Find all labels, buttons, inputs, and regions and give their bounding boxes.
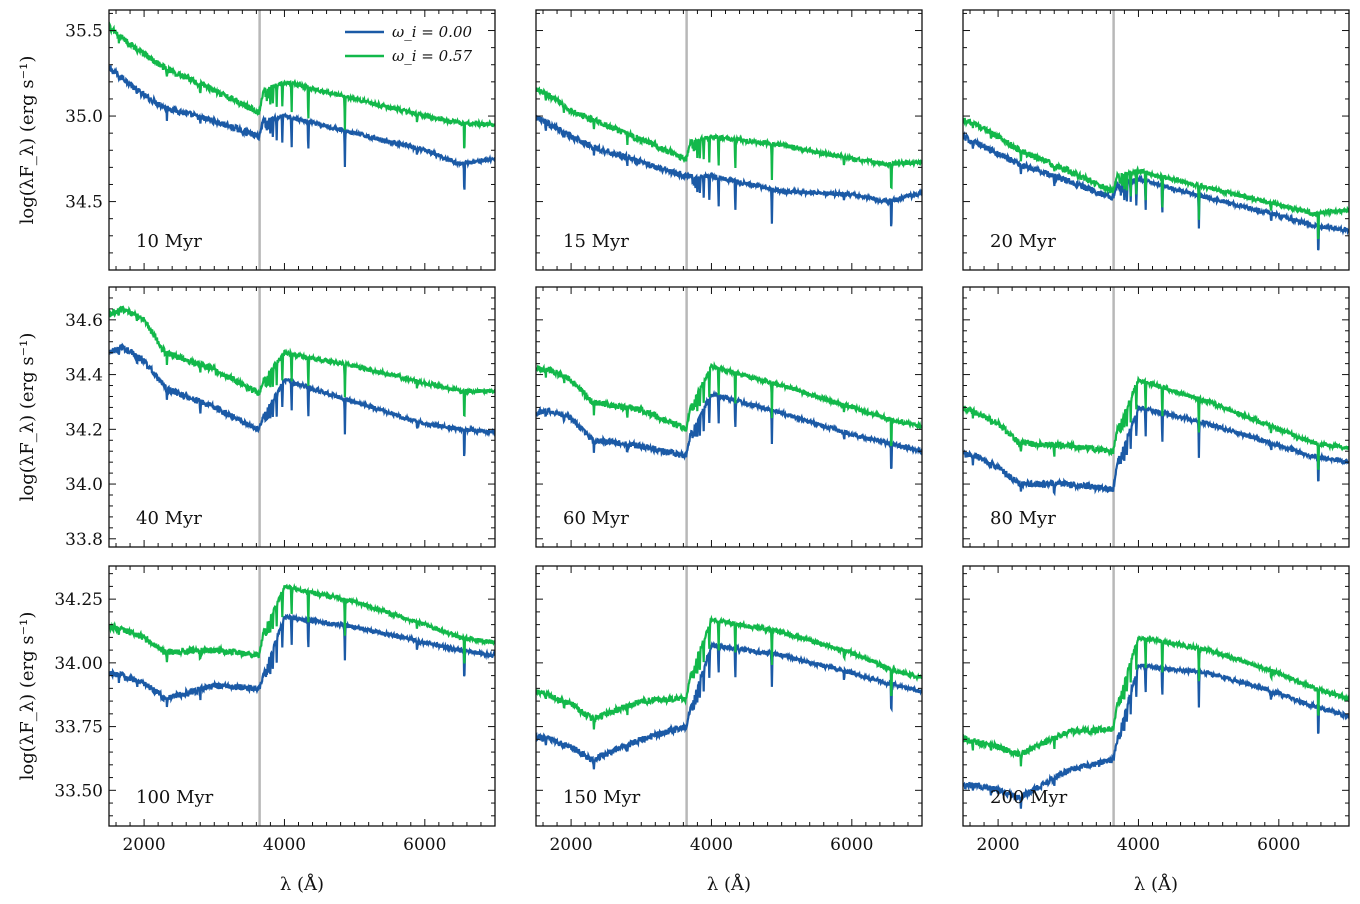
- panel-age-label: 150 Myr: [563, 787, 641, 808]
- x-tick-label: 2000: [976, 835, 1019, 855]
- y-tick-label: 33.8: [65, 530, 103, 550]
- series-line-omega-0-57: [963, 634, 1349, 767]
- y-tick-label: 34.2: [65, 420, 103, 440]
- x-tick-label: 6000: [1257, 835, 1300, 855]
- panel-15-myr: 15 Myr: [535, 9, 923, 271]
- x-tick-label: 2000: [122, 835, 165, 855]
- series-line-omega-0-57: [963, 375, 1349, 471]
- axes-frame: [108, 565, 496, 827]
- legend-entry: ω_i = 0.00: [392, 23, 472, 41]
- panel-10-myr: 34.5 35.0 35.5 log(λF_λ) (erg s⁻¹) 10 Myr: [17, 9, 496, 271]
- legend-entry: ω_i = 0.57: [392, 47, 472, 65]
- panel-age-label: 20 Myr: [990, 231, 1056, 252]
- series-line-omega-0-00: [536, 389, 922, 470]
- axes-frame: [962, 286, 1350, 548]
- panel-40-myr: 33.8 34.0 34.2 34.4 34.6 log(λF_λ) (erg s⁻¹) 4…: [17, 286, 496, 550]
- y-tick-label: 35.0: [65, 107, 103, 127]
- axes-frame: [962, 9, 1350, 271]
- y-tick-label: 34.4: [65, 366, 103, 386]
- legend: ω_i = 0.00 ω_i = 0.57: [345, 23, 472, 65]
- x-tick-label: 2000: [549, 835, 592, 855]
- panel-150-myr: 2000 4000 6000 λ (Å) 150 Myr: [535, 565, 923, 895]
- y-tick-label: 34.5: [65, 193, 103, 213]
- series-line-omega-0-00: [963, 662, 1349, 809]
- x-tick-label: 4000: [690, 835, 733, 855]
- x-tick-label: 6000: [403, 835, 446, 855]
- x-axis-label: λ (Å): [280, 873, 324, 895]
- series-line-omega-0-00: [109, 63, 495, 190]
- series-line-omega-0-57: [109, 305, 495, 418]
- panel-age-label: 200 Myr: [990, 787, 1068, 808]
- series-line-omega-0-00: [963, 131, 1349, 251]
- series-line-omega-0-00: [536, 114, 922, 227]
- x-tick-label: 4000: [263, 835, 306, 855]
- panel-age-label: 60 Myr: [563, 508, 629, 529]
- axes-frame: [108, 9, 496, 271]
- series-line-omega-0-57: [963, 117, 1349, 240]
- y-tick-label: 34.6: [65, 311, 103, 331]
- series-line-omega-0-00: [536, 641, 922, 770]
- x-axis-label: λ (Å): [1134, 873, 1178, 895]
- series-line-omega-0-57: [536, 86, 922, 190]
- series-line-omega-0-00: [109, 342, 495, 457]
- y-tick-label: 35.5: [65, 22, 103, 42]
- x-axis-label: λ (Å): [707, 873, 751, 895]
- x-tick-label: 6000: [830, 835, 873, 855]
- axes-frame: [108, 286, 496, 548]
- y-tick-label: 34.00: [54, 654, 103, 674]
- axes-frame: [535, 286, 923, 548]
- y-axis-label: log(λF_λ) (erg s⁻¹): [17, 612, 38, 781]
- y-tick-label: 33.50: [54, 781, 103, 801]
- y-tick-label: 34.0: [65, 475, 103, 495]
- series-line-omega-0-00: [963, 403, 1349, 497]
- axes-frame: [535, 9, 923, 271]
- panel-age-label: 10 Myr: [136, 231, 202, 252]
- y-tick-label: 33.75: [54, 718, 103, 738]
- panel-200-myr: 2000 4000 6000 λ (Å) 200 Myr: [962, 565, 1350, 895]
- axes-frame: [962, 565, 1350, 827]
- series-line-omega-0-57: [109, 583, 495, 664]
- series-line-omega-0-57: [109, 21, 495, 149]
- x-tick-label: 4000: [1117, 835, 1160, 855]
- panel-80-myr: 80 Myr: [962, 286, 1350, 548]
- panel-age-label: 100 Myr: [136, 787, 214, 808]
- y-axis-label: log(λF_λ) (erg s⁻¹): [17, 333, 38, 502]
- panel-20-myr: 20 Myr: [962, 9, 1350, 271]
- panel-60-myr: 60 Myr: [535, 286, 923, 548]
- panel-age-label: 40 Myr: [136, 508, 202, 529]
- y-tick-label: 34.25: [54, 590, 103, 610]
- axes-frame: [535, 565, 923, 827]
- panel-age-label: 80 Myr: [990, 508, 1056, 529]
- panel-age-label: 15 Myr: [563, 231, 629, 252]
- series-line-omega-0-57: [536, 361, 922, 447]
- y-axis-label: log(λF_λ) (erg s⁻¹): [17, 56, 38, 225]
- series-line-omega-0-57: [536, 614, 922, 730]
- panel-100-myr: 2000 4000 6000 λ (Å) 33.50 33.75 34.00 34.25 log…: [17, 565, 496, 895]
- series-line-omega-0-00: [109, 613, 495, 708]
